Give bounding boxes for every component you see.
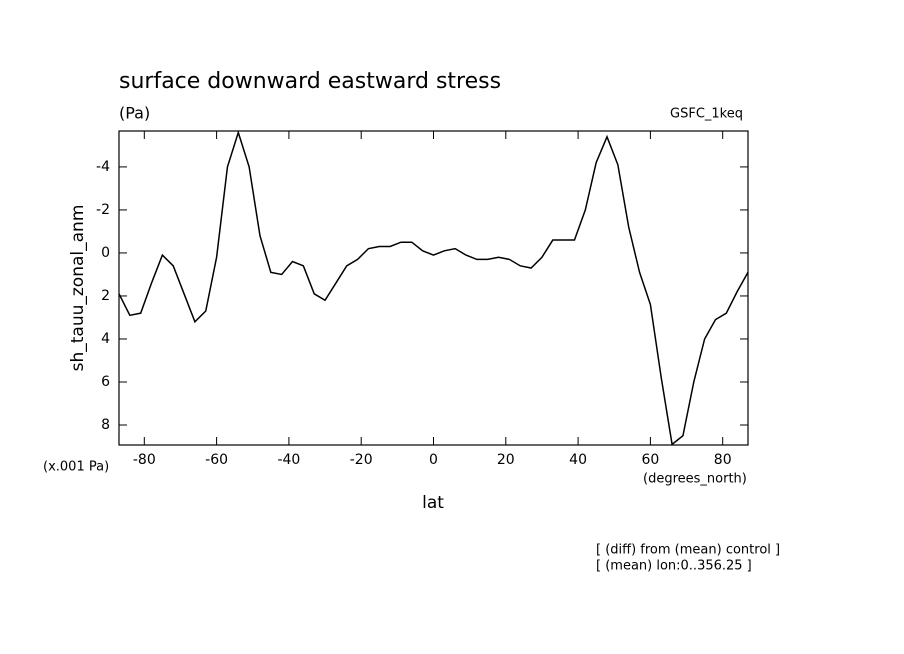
y-tick-label: 4 [101, 331, 110, 347]
x-tick-label: 60 [641, 452, 659, 468]
note: [ (diff) from (mean) control ] [596, 543, 780, 558]
x-units: (degrees_north) [643, 472, 747, 487]
x-tick-label: 80 [714, 452, 732, 468]
x-tick-label: 40 [569, 452, 587, 468]
y-tick-label: -4 [96, 159, 110, 175]
y-tick-label: -2 [96, 202, 110, 218]
y-tick-label: 8 [101, 417, 110, 433]
dataset-label: GSFC_1keq [670, 107, 743, 122]
y-units: (x.001 Pa) [43, 460, 109, 475]
chart-title: surface downward eastward stress [119, 69, 501, 94]
x-tick-label: -40 [277, 452, 300, 468]
subtitle: (Pa) [119, 104, 150, 123]
x-tick-label: -20 [350, 452, 373, 468]
y-tick-label: 2 [101, 288, 110, 304]
x-tick-label: -60 [205, 452, 228, 468]
x-tick-label: 0 [429, 452, 438, 468]
y-tick-label: 0 [101, 245, 110, 261]
data-line [118, 130, 749, 446]
y-axis-label: sh_tauu_zonal_anm [68, 205, 88, 372]
y-tick-label: 6 [101, 374, 110, 390]
x-axis-label: lat [422, 493, 444, 513]
note: [ (mean) lon:0..356.25 ] [596, 559, 752, 574]
x-tick-label: 20 [497, 452, 515, 468]
x-tick-label: -80 [133, 452, 156, 468]
plot-frame [118, 130, 749, 446]
